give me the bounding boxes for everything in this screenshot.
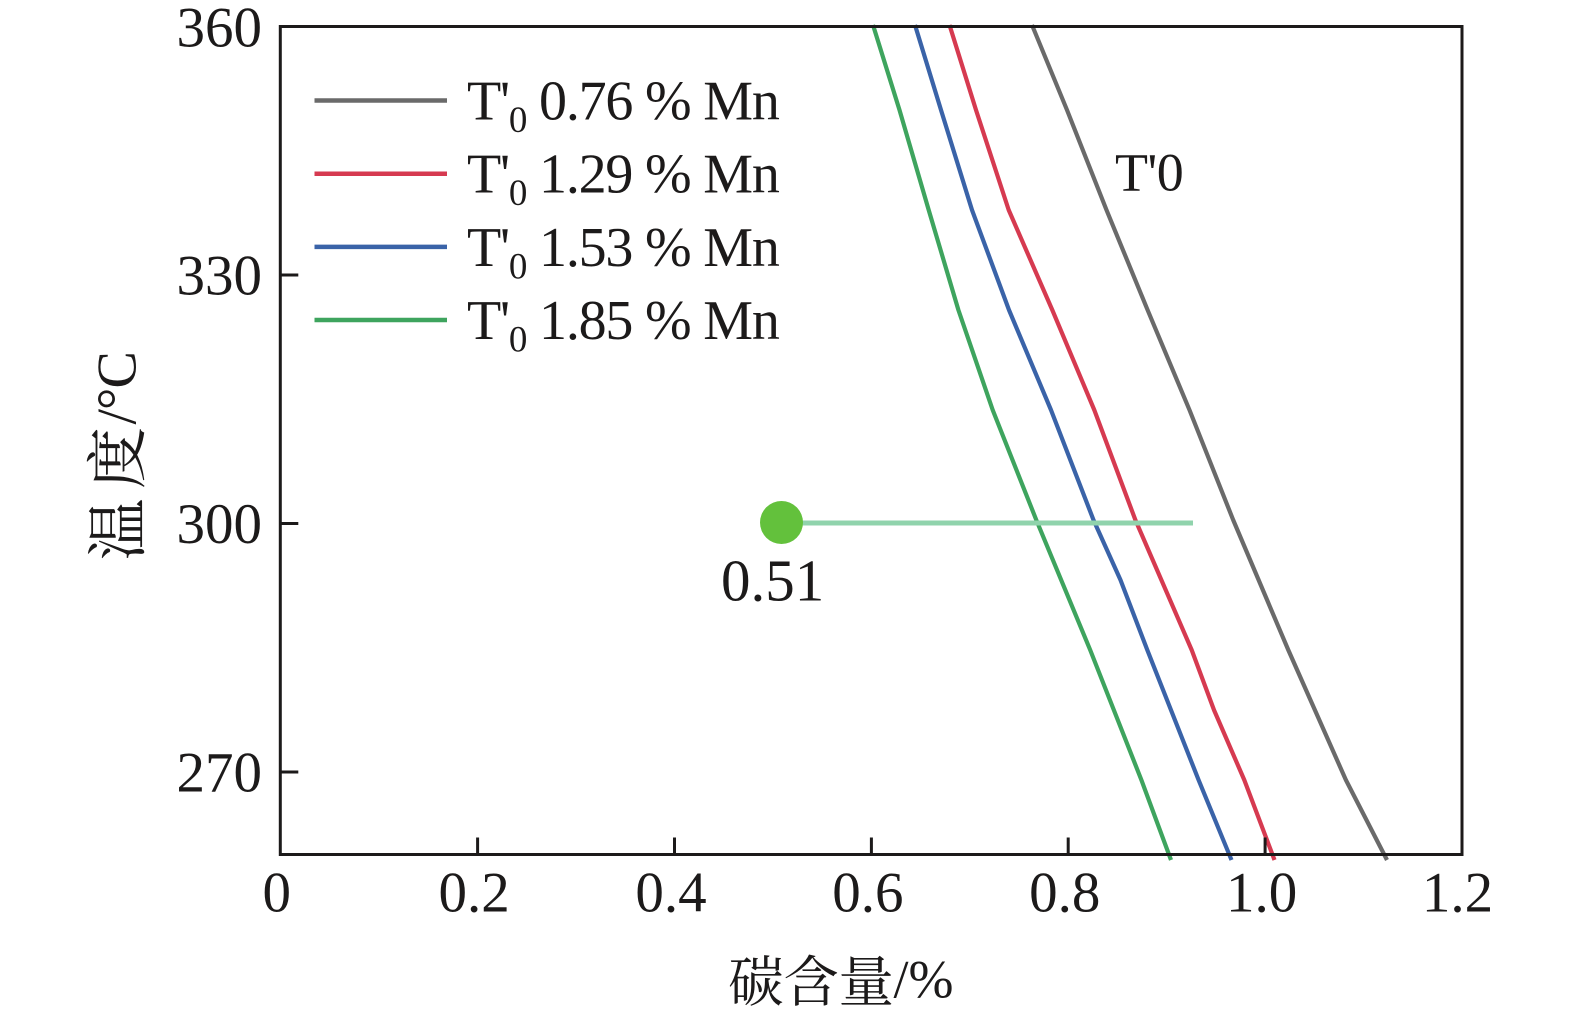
svg-text:300: 300 [177,493,263,556]
svg-text:0.8: 0.8 [1029,862,1100,925]
svg-text:330: 330 [177,245,263,308]
svg-text:T'0 1.85 % Mn: T'0 1.85 % Mn [467,290,780,361]
svg-text:0: 0 [263,862,292,925]
svg-text:0.6: 0.6 [832,862,903,925]
svg-text:T'0 0.76 % Mn: T'0 0.76 % Mn [467,71,780,142]
svg-text:1.2: 1.2 [1422,862,1493,925]
svg-text:0.2: 0.2 [438,862,509,925]
svg-text:T'0 1.53 % Mn: T'0 1.53 % Mn [467,217,780,288]
svg-text:/°C: /°C [87,352,149,424]
svg-text:1.0: 1.0 [1226,862,1297,925]
svg-text:270: 270 [177,742,263,805]
svg-text:360: 360 [177,0,263,60]
svg-text:0.51: 0.51 [721,548,824,614]
svg-text:/%: /% [894,950,954,1010]
svg-text:0.4: 0.4 [635,862,706,925]
svg-text:T'0: T'0 [1115,143,1183,203]
